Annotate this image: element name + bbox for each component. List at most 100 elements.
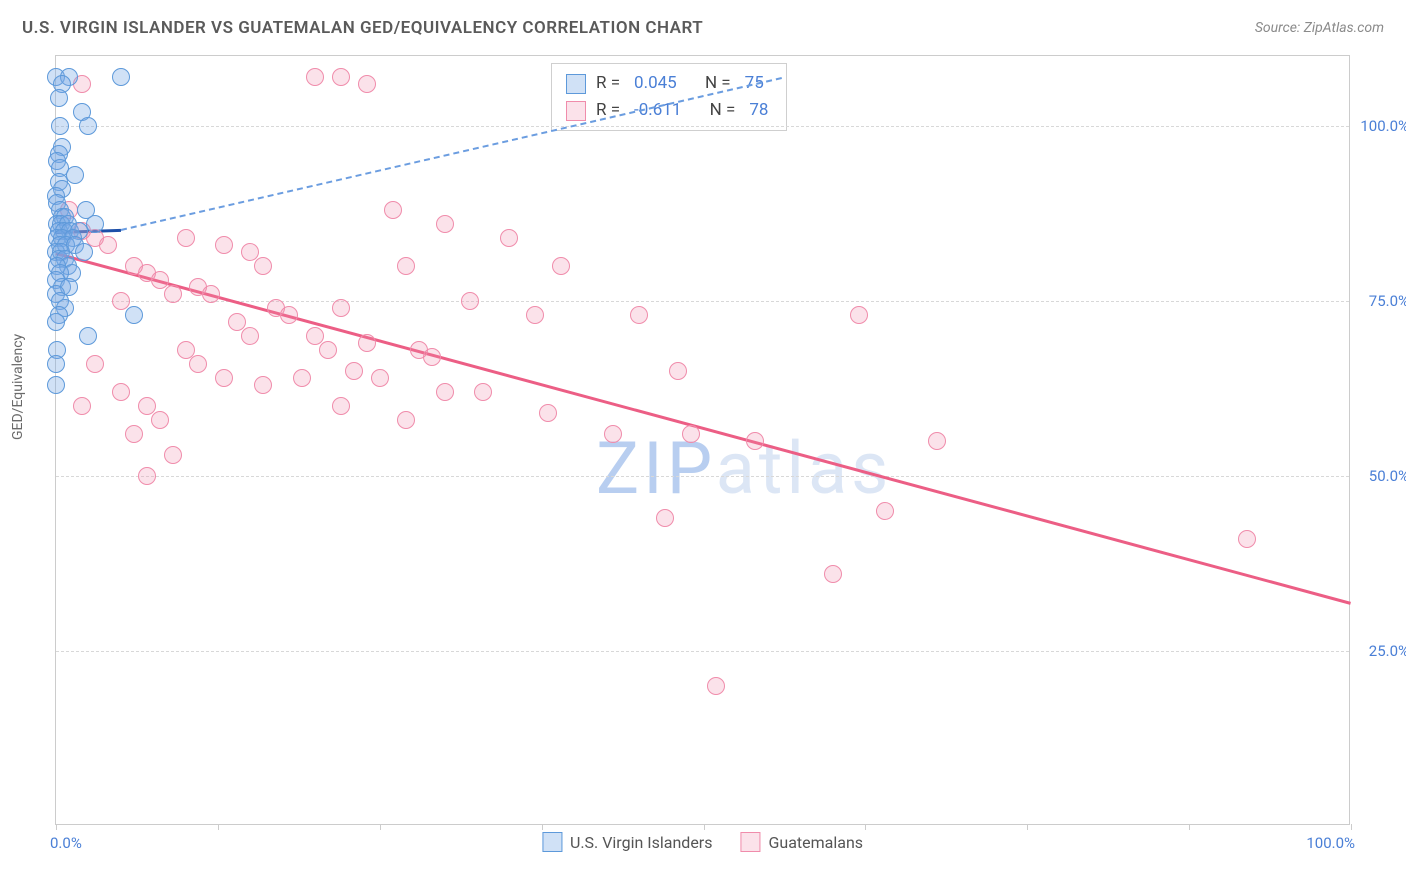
- bottom-legend: U.S. Virgin Islanders Guatemalans: [542, 832, 863, 852]
- data-point: [539, 404, 557, 422]
- data-point: [164, 446, 182, 464]
- data-point: [125, 306, 143, 324]
- data-point: [630, 306, 648, 324]
- y-tick-label: 100.0%: [1360, 117, 1406, 135]
- x-tick: [704, 824, 705, 830]
- data-point: [75, 243, 93, 261]
- data-point: [202, 285, 220, 303]
- data-point: [306, 68, 324, 86]
- data-point: [371, 369, 389, 387]
- data-point: [526, 306, 544, 324]
- y-tick-label: 75.0%: [1369, 292, 1406, 310]
- chart-title: U.S. VIRGIN ISLANDER VS GUATEMALAN GED/E…: [22, 18, 703, 38]
- data-point: [66, 166, 84, 184]
- data-point: [86, 355, 104, 373]
- legend-square-pink-icon: [740, 832, 760, 852]
- data-point: [215, 236, 233, 254]
- y-axis-label: GED/Equivalency: [10, 334, 26, 440]
- data-point: [51, 117, 69, 135]
- data-point: [73, 397, 91, 415]
- data-point: [824, 565, 842, 583]
- data-point: [319, 341, 337, 359]
- data-point: [151, 411, 169, 429]
- data-point: [707, 677, 725, 695]
- data-point: [436, 383, 454, 401]
- data-point: [47, 313, 65, 331]
- data-point: [552, 257, 570, 275]
- x-tick: [1027, 824, 1028, 830]
- data-point: [423, 348, 441, 366]
- data-point: [79, 327, 97, 345]
- data-point: [746, 432, 764, 450]
- x-tick: [1351, 824, 1352, 830]
- n-value-pink: 78: [749, 97, 768, 124]
- source-label: Source: ZipAtlas.com: [1255, 20, 1384, 36]
- data-point: [928, 432, 946, 450]
- x-tick: [56, 824, 57, 830]
- gridline: [56, 651, 1349, 652]
- gridline: [56, 126, 1349, 127]
- data-point: [79, 117, 97, 135]
- data-point: [177, 229, 195, 247]
- x-axis-min-label: 0.0%: [50, 834, 82, 852]
- data-point: [604, 425, 622, 443]
- data-point: [47, 376, 65, 394]
- data-point: [112, 383, 130, 401]
- legend-square-pink-icon: [566, 101, 586, 121]
- data-point: [358, 75, 376, 93]
- x-tick: [865, 824, 866, 830]
- gridline: [56, 301, 1349, 302]
- r-value-blue: 0.045: [634, 70, 677, 97]
- data-point: [332, 299, 350, 317]
- data-point: [241, 327, 259, 345]
- data-point: [682, 425, 700, 443]
- n-label: N =: [710, 97, 736, 124]
- data-point: [474, 383, 492, 401]
- data-point: [332, 68, 350, 86]
- data-point: [254, 376, 272, 394]
- data-point: [397, 411, 415, 429]
- data-point: [384, 201, 402, 219]
- x-axis-max-label: 100.0%: [1306, 834, 1355, 852]
- data-point: [358, 334, 376, 352]
- chart-plot-area: ZIPatlas R = 0.045 N = 75 R = -0.611 N =…: [55, 55, 1350, 825]
- legend-item-blue: U.S. Virgin Islanders: [542, 832, 713, 852]
- data-point: [332, 397, 350, 415]
- x-tick: [1189, 824, 1190, 830]
- data-point: [1238, 530, 1256, 548]
- data-point: [112, 68, 130, 86]
- stats-row-blue: R = 0.045 N = 75: [566, 70, 772, 97]
- data-point: [254, 257, 272, 275]
- legend-item-pink: Guatemalans: [740, 832, 863, 852]
- x-tick: [218, 824, 219, 830]
- data-point: [345, 362, 363, 380]
- r-label: R =: [596, 70, 620, 97]
- y-tick-label: 50.0%: [1369, 467, 1406, 485]
- y-tick-label: 25.0%: [1369, 642, 1406, 660]
- data-point: [47, 355, 65, 373]
- x-tick: [380, 824, 381, 830]
- data-point: [293, 369, 311, 387]
- legend-square-blue-icon: [542, 832, 562, 852]
- trendline: [121, 77, 782, 231]
- data-point: [850, 306, 868, 324]
- data-point: [436, 215, 454, 233]
- gridline: [56, 476, 1349, 477]
- data-point: [189, 355, 207, 373]
- data-point: [876, 502, 894, 520]
- legend-label-pink: Guatemalans: [768, 833, 863, 852]
- data-point: [125, 425, 143, 443]
- trendline: [56, 252, 1352, 605]
- data-point: [500, 229, 518, 247]
- data-point: [86, 215, 104, 233]
- data-point: [656, 509, 674, 527]
- data-point: [461, 292, 479, 310]
- data-point: [215, 369, 233, 387]
- data-point: [50, 89, 68, 107]
- x-tick: [542, 824, 543, 830]
- data-point: [669, 362, 687, 380]
- data-point: [99, 236, 117, 254]
- data-point: [138, 467, 156, 485]
- data-point: [164, 285, 182, 303]
- data-point: [280, 306, 298, 324]
